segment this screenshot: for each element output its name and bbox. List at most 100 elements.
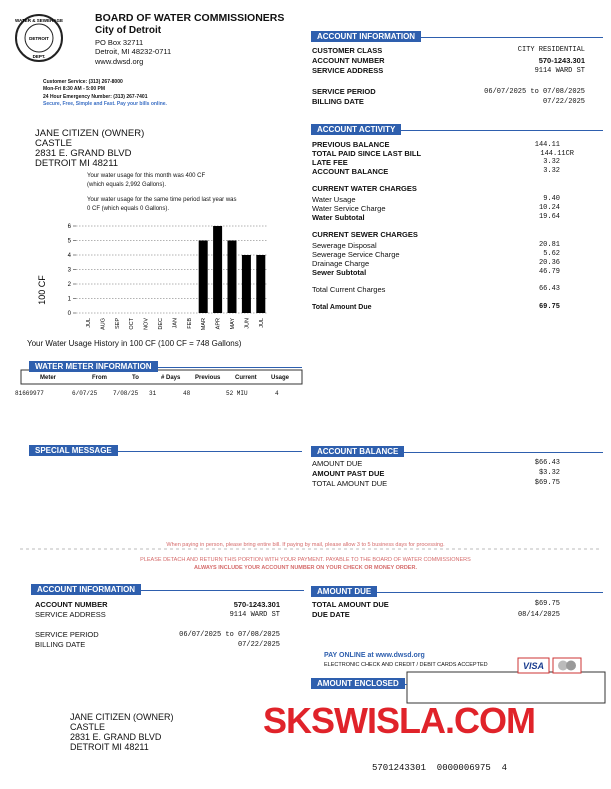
x-tick-label: NOV — [144, 318, 150, 330]
value: 46.79 — [538, 268, 560, 276]
meter-table-header-box — [20, 369, 303, 385]
group-title: CURRENT SEWER CHARGES — [312, 230, 418, 239]
org-title: BOARD OF WATER COMMISSIONERS — [95, 12, 285, 24]
cell: 7/08/25 — [113, 390, 139, 397]
visa-text: VISA — [523, 661, 544, 671]
mailing-line: 2831 E. GRAND BLVD — [70, 732, 162, 742]
org-website: www.dwsd.org — [95, 57, 144, 66]
column-header: Usage — [271, 375, 290, 381]
column-header: Meter — [40, 375, 57, 381]
value: 9114 WARD ST — [229, 611, 280, 619]
label: ACCOUNT NUMBER — [35, 600, 108, 609]
bar — [241, 255, 251, 313]
column-header: Current — [235, 375, 257, 381]
mailing-line: CASTLE — [70, 722, 106, 732]
x-tick-label: APR — [216, 318, 222, 329]
label: Sewerage Service Charge — [312, 250, 400, 259]
value: $66.43 — [534, 459, 560, 467]
label: SERVICE ADDRESS — [35, 610, 106, 619]
label: Water Subtotal — [312, 213, 365, 222]
label: AMOUNT PAST DUE — [312, 469, 385, 478]
value: 5.62 — [543, 250, 560, 258]
section-title: SPECIAL MESSAGE — [29, 445, 118, 456]
notice: When paying in person, please bring enti… — [166, 542, 445, 548]
label: TOTAL AMOUNT DUE — [312, 600, 389, 609]
value: 10.24 — [538, 204, 560, 212]
label: BILLING DATE — [312, 97, 364, 106]
section-header: AMOUNT DUE — [311, 581, 603, 597]
x-tick-label: DEC — [158, 318, 164, 330]
value: 66.43 — [538, 285, 560, 293]
y-tick-label: 1 — [68, 297, 72, 303]
cell: 48 — [183, 390, 191, 397]
value: $69.75 — [534, 600, 560, 608]
label: DUE DATE — [312, 610, 350, 619]
value: 3.32 — [543, 158, 560, 166]
chart-title: Your Water Usage History in 100 CF (100 … — [27, 339, 242, 348]
value: 9.40 — [543, 195, 560, 203]
mailing-line: DETROIT MI 48211 — [70, 742, 149, 752]
contact: 24 Hour Emergency Number: (313) 267-7401 — [43, 94, 148, 100]
watermark: SKSWISLA.COM — [263, 700, 536, 741]
card-circle — [558, 660, 568, 671]
value: 69.75 — [538, 303, 560, 311]
section-title: ACCOUNT ACTIVITY — [311, 124, 402, 135]
x-tick-label: JUL — [86, 318, 92, 328]
value: 06/07/2025 to 07/08/2025 — [484, 88, 585, 96]
column-header: To — [132, 375, 139, 381]
section-title: ACCOUNT BALANCE — [311, 446, 405, 457]
mailing-line: JANE CITIZEN (OWNER) — [70, 712, 174, 722]
value: 08/14/2025 — [517, 611, 560, 619]
usage-note: (which equals 2,992 Gallons). — [87, 182, 167, 188]
cell: 4 — [275, 390, 279, 397]
x-tick-label: MAR — [201, 318, 207, 330]
bar — [256, 255, 266, 313]
value: 3.32 — [543, 167, 560, 175]
label: ACCOUNT NUMBER — [312, 56, 385, 65]
section-header: SPECIAL MESSAGE — [29, 440, 302, 456]
x-tick-label: FEB — [187, 318, 193, 329]
scan-line: 5701243301 0000006975 4 — [372, 763, 508, 773]
org-city: City of Detroit — [95, 25, 162, 36]
label: TOTAL AMOUNT DUE — [312, 479, 388, 488]
section-title: ACCOUNT INFORMATION — [31, 584, 142, 595]
logo-inner — [24, 23, 54, 53]
value: 20.36 — [538, 259, 560, 267]
section-header: WATER METER INFORMATION — [29, 356, 302, 372]
visa-badge — [517, 657, 550, 674]
bar — [198, 240, 208, 313]
x-tick-label: JAN — [172, 318, 178, 328]
section-header: ACCOUNT INFORMATION — [311, 26, 603, 42]
notice: PLEASE DETACH AND RETURN THIS PORTION WI… — [140, 557, 471, 563]
label: SERVICE PERIOD — [35, 630, 99, 639]
section-header: ACCOUNT ACTIVITY — [311, 119, 603, 135]
cell: 52 MIU — [226, 390, 248, 397]
value: 19.64 — [538, 213, 560, 221]
value: 570-1243.301 — [233, 600, 280, 609]
x-tick-label: JUN — [244, 318, 250, 329]
column-header: From — [92, 375, 107, 381]
x-tick-label: AUG — [100, 318, 106, 330]
value: $69.75 — [534, 479, 560, 487]
label: Water Usage — [312, 195, 356, 204]
section-title: ACCOUNT INFORMATION — [311, 31, 422, 42]
label: PREVIOUS BALANCE — [312, 140, 390, 149]
label: CUSTOMER CLASS — [312, 46, 383, 55]
value: 20.81 — [538, 241, 560, 249]
label: ACCOUNT BALANCE — [312, 167, 389, 176]
value: $3.32 — [538, 469, 560, 477]
column-header: # Days — [161, 375, 181, 381]
section-header: AMOUNT ENCLOSED — [311, 673, 407, 689]
y-tick-label: 2 — [68, 282, 72, 288]
y-tick-label: 0 — [68, 311, 72, 317]
value: 570-1243.301 — [538, 56, 585, 65]
label: Drainage Charge — [312, 259, 370, 268]
bar — [213, 226, 223, 313]
customer-line: 2831 E. GRAND BLVD — [35, 148, 132, 159]
section-title: WATER METER INFORMATION — [29, 361, 158, 372]
label: SERVICE PERIOD — [312, 87, 376, 96]
logo-top: WATER & SEWERAGE — [15, 18, 63, 23]
label: TOTAL PAID SINCE LAST BILL — [312, 149, 422, 158]
